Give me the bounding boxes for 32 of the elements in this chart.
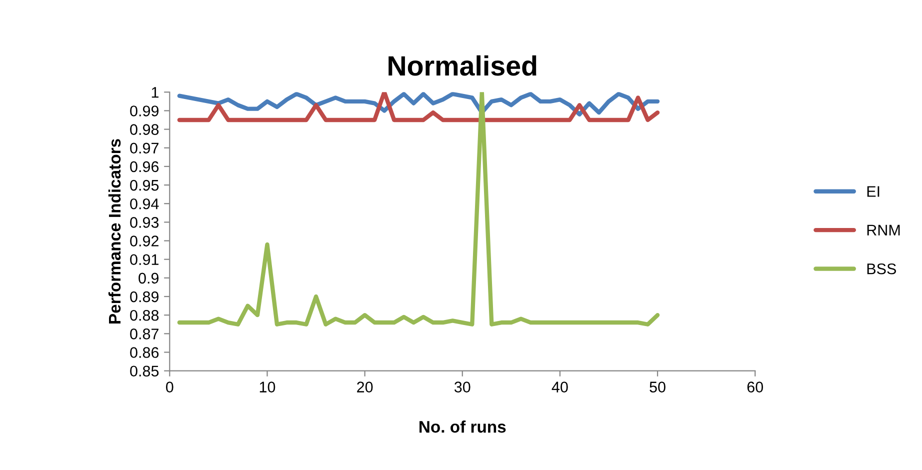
line-series	[177, 92, 660, 326]
line-series	[177, 92, 660, 122]
y-tick-label: 0.85	[130, 366, 159, 377]
line-series	[177, 92, 660, 116]
y-tick-label: 0.93	[130, 217, 159, 228]
y-tick-label: 1	[152, 87, 158, 98]
x-tick-label: 60	[747, 382, 764, 392]
x-tick-label: 50	[650, 382, 666, 392]
legend-label: BSS	[867, 263, 896, 274]
x-tick-label: 20	[357, 382, 373, 392]
y-axis-title: Performance Indicators	[108, 139, 121, 324]
y-tick-label: 0.91	[130, 254, 158, 266]
x-tick-label: 30	[454, 382, 470, 392]
x-tick-label: 40	[552, 382, 568, 392]
y-tick-label: 0.92	[130, 236, 158, 246]
legend-label: EI	[867, 186, 880, 197]
y-tick-label: 0.89	[130, 291, 159, 302]
x-tick-label: 0	[166, 382, 174, 392]
chart-title: Normalised	[388, 55, 536, 76]
y-tick-label: 0.96	[130, 161, 159, 172]
y-tick-label: 0.9	[138, 272, 159, 284]
y-tick-label: 0.97	[130, 142, 158, 154]
y-tick-label: 0.87	[130, 328, 158, 340]
legend-label: RNM	[867, 224, 900, 236]
y-tick-label: 0.98	[130, 124, 159, 135]
y-tick-label: 0.86	[130, 347, 159, 358]
y-tick-label: 0.95	[130, 180, 159, 191]
x-tick-label: 10	[260, 382, 276, 392]
y-tick-label: 0.88	[130, 310, 159, 321]
y-tick-label: 0.94	[130, 198, 159, 210]
y-tick-label: 0.99	[130, 106, 159, 116]
x-axis-title: No. of runs	[420, 420, 506, 433]
